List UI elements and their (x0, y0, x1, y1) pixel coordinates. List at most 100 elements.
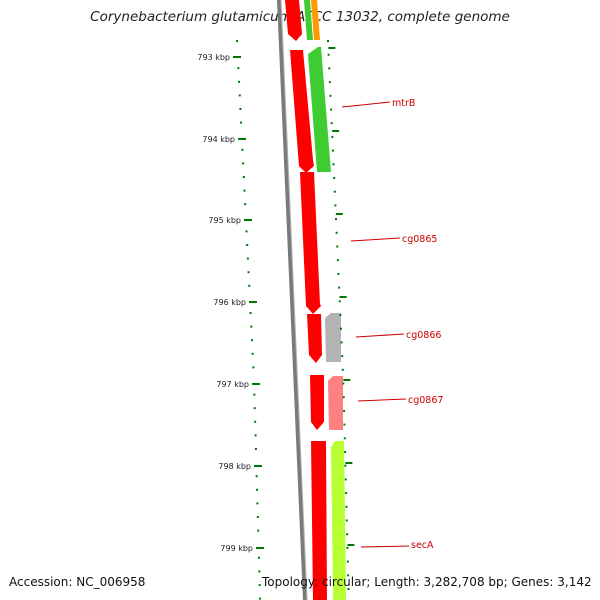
ruler-kbp-label: 797 kbp (216, 380, 249, 389)
ruler-minor-tick (248, 284, 251, 287)
outer-minor-tick (346, 560, 349, 563)
leader-line (360, 545, 410, 548)
ruler-major-tick (256, 547, 264, 549)
gene-reverse-orange[interactable] (311, 0, 320, 40)
ruler-kbp-label: 798 kbp (218, 462, 251, 471)
ruler-minor-tick (251, 352, 254, 355)
outer-minor-tick (333, 190, 336, 193)
outer-minor-tick (346, 533, 349, 536)
ruler-minor-tick (257, 556, 260, 559)
gene-label-cg0866[interactable]: cg0866 (406, 330, 441, 341)
gene-reverse-mtrB[interactable] (308, 47, 331, 172)
ruler-minor-tick (237, 67, 240, 70)
ruler-minor-tick (239, 108, 242, 110)
accession-text: Accession: NC_006958 (9, 575, 146, 589)
ruler-minor-tick (256, 516, 259, 518)
outer-minor-tick (347, 588, 350, 590)
ruler-minor-tick (246, 257, 249, 260)
outer-major-tick (328, 47, 336, 49)
kbp-ruler: 793 kbp 794 kbp 795 kbp 796 kbp 797 kbp 798 k… (197, 40, 264, 600)
gene-arrow-forward[interactable] (290, 50, 314, 173)
ruler-minor-tick (257, 529, 260, 532)
leader-line (341, 101, 391, 108)
ruler-minor-tick (253, 407, 256, 410)
ruler-minor-tick (246, 244, 249, 246)
ruler-kbp-label: 795 kbp (208, 216, 241, 225)
ruler-minor-tick (238, 94, 241, 97)
gene-label-mtrB[interactable]: mtrB (392, 98, 415, 109)
leader-line (350, 237, 401, 242)
outer-minor-tick (327, 53, 330, 56)
ruler-minor-tick (254, 448, 257, 450)
ruler-minor-tick (250, 339, 253, 342)
outer-major-tick (347, 544, 355, 546)
gene-arrow-forward[interactable] (310, 375, 324, 430)
outer-tick-column (327, 40, 355, 590)
ruler-minor-tick (259, 597, 262, 600)
outer-minor-tick (339, 314, 342, 316)
gene-label-cg0865[interactable]: cg0865 (402, 234, 437, 245)
ruler-kbp-label: 793 kbp (197, 53, 230, 62)
gene-label-secA[interactable]: secA (411, 540, 434, 551)
outer-minor-tick (345, 519, 348, 522)
genome-backbone-highlight (280, 0, 308, 600)
outer-major-tick (345, 462, 353, 464)
outer-minor-tick (342, 396, 345, 399)
leader-line (355, 333, 405, 338)
topology-text: Topology: circular; Length: 3,282,708 bp… (262, 575, 592, 589)
gene-reverse-green[interactable] (304, 0, 313, 40)
ruler-major-tick (252, 383, 260, 385)
outer-minor-tick (344, 478, 347, 481)
ruler-minor-tick (243, 189, 246, 192)
outer-minor-tick (335, 218, 338, 221)
outer-minor-tick (331, 135, 334, 138)
ruler-minor-tick (245, 230, 248, 233)
ruler-major-tick (244, 219, 252, 221)
gene-reverse-cg0866[interactable] (325, 313, 341, 362)
ruler-minor-tick (255, 475, 258, 478)
gene-labels: mtrB cg0865 cg0866 cg0867 secA (341, 98, 443, 551)
outer-major-tick (332, 130, 340, 132)
ruler-major-tick (233, 56, 241, 58)
outer-minor-tick (328, 81, 331, 84)
outer-minor-tick (337, 272, 340, 275)
gene-reverse-cg0867[interactable] (328, 376, 343, 430)
outer-minor-tick (339, 327, 342, 330)
ruler-minor-tick (249, 312, 252, 314)
ruler-minor-tick (247, 271, 250, 274)
gene-reverse-secA[interactable] (331, 441, 346, 600)
gene-arrow-forward[interactable] (285, 0, 302, 41)
outer-minor-tick (343, 437, 346, 440)
outer-minor-tick (338, 286, 341, 289)
ruler-minor-tick (256, 502, 259, 505)
outer-minor-tick (336, 245, 339, 248)
ruler-minor-tick (244, 203, 247, 206)
outer-minor-tick (340, 341, 343, 344)
outer-minor-tick (338, 300, 341, 303)
outer-minor-tick (332, 163, 335, 166)
outer-minor-tick (344, 464, 347, 467)
outer-minor-tick (347, 574, 350, 577)
outer-minor-tick (328, 67, 331, 70)
outer-minor-tick (327, 40, 329, 42)
outer-minor-tick (341, 355, 344, 358)
ruler-minor-tick (258, 584, 261, 586)
outer-minor-tick (336, 259, 339, 262)
ruler-minor-tick (241, 148, 244, 151)
outer-major-tick (339, 296, 347, 298)
ruler-major-tick (238, 138, 246, 140)
gene-forward[interactable] (311, 441, 327, 600)
leader-line (357, 398, 407, 402)
ruler-minor-tick (253, 393, 256, 396)
gene-arrow-forward[interactable] (307, 314, 322, 363)
ruler-major-tick (254, 465, 262, 467)
gene-arrow-forward[interactable] (300, 172, 321, 314)
outer-minor-tick (346, 546, 349, 549)
ruler-kbp-label: 799 kbp (220, 544, 253, 553)
gene-label-cg0867[interactable]: cg0867 (408, 395, 443, 406)
outer-minor-tick (330, 122, 333, 125)
outer-minor-tick (331, 149, 334, 152)
ruler-minor-tick (254, 434, 257, 437)
ruler-minor-tick (250, 325, 253, 328)
